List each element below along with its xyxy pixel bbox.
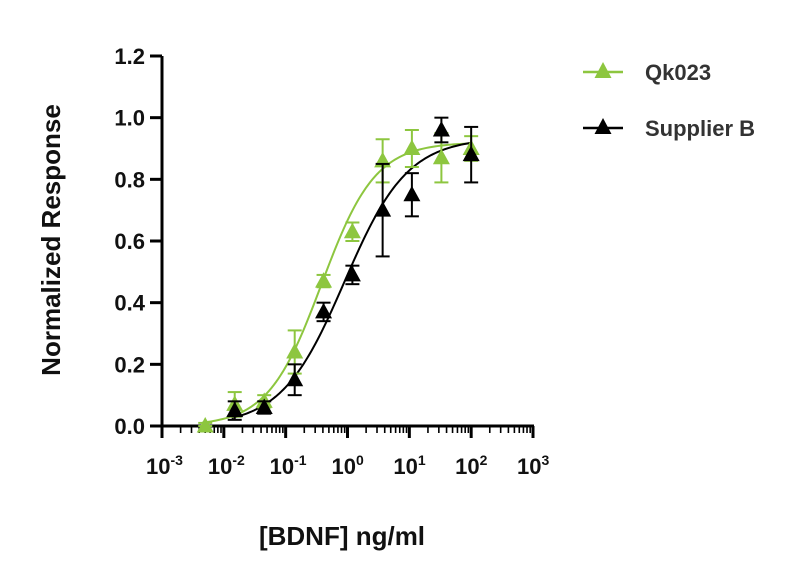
x-tick-base: 10 (332, 454, 356, 479)
triangle-marker (226, 401, 244, 418)
data-point-qk023 (403, 129, 421, 168)
data-point-supplier-b (374, 162, 392, 258)
triangle-marker (196, 417, 214, 433)
fit-curve-qk023 (202, 142, 472, 424)
y-tick-label: 0.0 (114, 414, 145, 439)
legend-label-supplier-b: Supplier B (645, 116, 755, 141)
triangle-marker (343, 265, 361, 282)
data-point-supplier-b (286, 363, 304, 397)
x-tick-label: 102 (455, 452, 487, 479)
x-tick-label: 101 (393, 452, 425, 479)
x-tick-label: 10-2 (208, 452, 245, 479)
data-point-supplier-b (315, 301, 333, 323)
triangle-marker (403, 139, 421, 155)
x-tick-label: 100 (332, 452, 364, 479)
data-point-supplier-b (403, 172, 421, 218)
data-point-supplier-b (462, 125, 480, 184)
y-tick-label: 0.6 (114, 229, 145, 254)
x-tick-exponent: -3 (170, 452, 183, 468)
x-tick-base: 10 (146, 454, 170, 479)
x-axis-title: [BDNF] ng/ml (259, 521, 425, 551)
y-tick-label: 0.2 (114, 352, 145, 377)
triangle-marker (315, 272, 333, 288)
legend-item-qk023: Qk023 (583, 60, 711, 85)
data-point-qk023 (343, 221, 361, 242)
x-tick-exponent: 2 (480, 452, 488, 468)
y-tick-label: 1.2 (114, 44, 145, 69)
data-point-supplier-b (226, 400, 244, 421)
y-axis-title: Normalized Response (36, 104, 66, 376)
x-tick-exponent: -1 (294, 452, 307, 468)
triangle-marker (286, 343, 304, 359)
x-tick-base: 10 (270, 454, 294, 479)
triangle-marker (432, 121, 450, 137)
x-axis: 10-3 10-2 10-1 100 101 102 103 (146, 424, 549, 479)
x-tick-exponent: 3 (541, 452, 549, 468)
triangle-marker (462, 145, 480, 162)
legend-marker-qk023 (594, 62, 612, 78)
triangle-marker (432, 148, 450, 165)
legend-item-supplier-b: Supplier B (583, 116, 755, 141)
x-tick-exponent: -2 (232, 452, 245, 468)
x-tick-label: 10-3 (146, 452, 183, 479)
data-point-qk023 (315, 272, 333, 289)
y-axis: 0.0 0.2 0.4 0.6 0.8 1.0 1.2 (114, 44, 164, 439)
x-tick-exponent: 1 (418, 452, 426, 468)
x-tick-exponent: 0 (356, 452, 364, 468)
data-point-supplier-b (432, 116, 450, 144)
y-tick-label: 0.8 (114, 167, 145, 192)
legend: Qk023 Supplier B (583, 60, 755, 141)
triangle-marker (374, 201, 392, 217)
x-tick-base: 10 (393, 454, 417, 479)
triangle-marker (315, 302, 333, 319)
legend-marker-supplier-b (594, 118, 612, 134)
y-tick-label: 0.4 (114, 291, 145, 316)
x-tick-label: 10-1 (270, 452, 307, 479)
x-tick-base: 10 (517, 454, 541, 479)
data-point-qk023 (196, 417, 214, 433)
fit-curves (202, 141, 472, 424)
x-tick-label: 103 (517, 452, 549, 479)
triangle-marker (286, 370, 304, 387)
data-point-supplier-b (255, 398, 273, 415)
x-tick-base: 10 (455, 454, 479, 479)
y-tick-label: 1.0 (114, 106, 145, 131)
x-tick-base: 10 (208, 454, 232, 479)
triangle-marker (343, 222, 361, 239)
triangle-marker (255, 398, 273, 414)
data-points (196, 116, 480, 433)
data-point-supplier-b (343, 264, 361, 286)
legend-label-qk023: Qk023 (645, 60, 711, 85)
triangle-marker (403, 185, 421, 202)
